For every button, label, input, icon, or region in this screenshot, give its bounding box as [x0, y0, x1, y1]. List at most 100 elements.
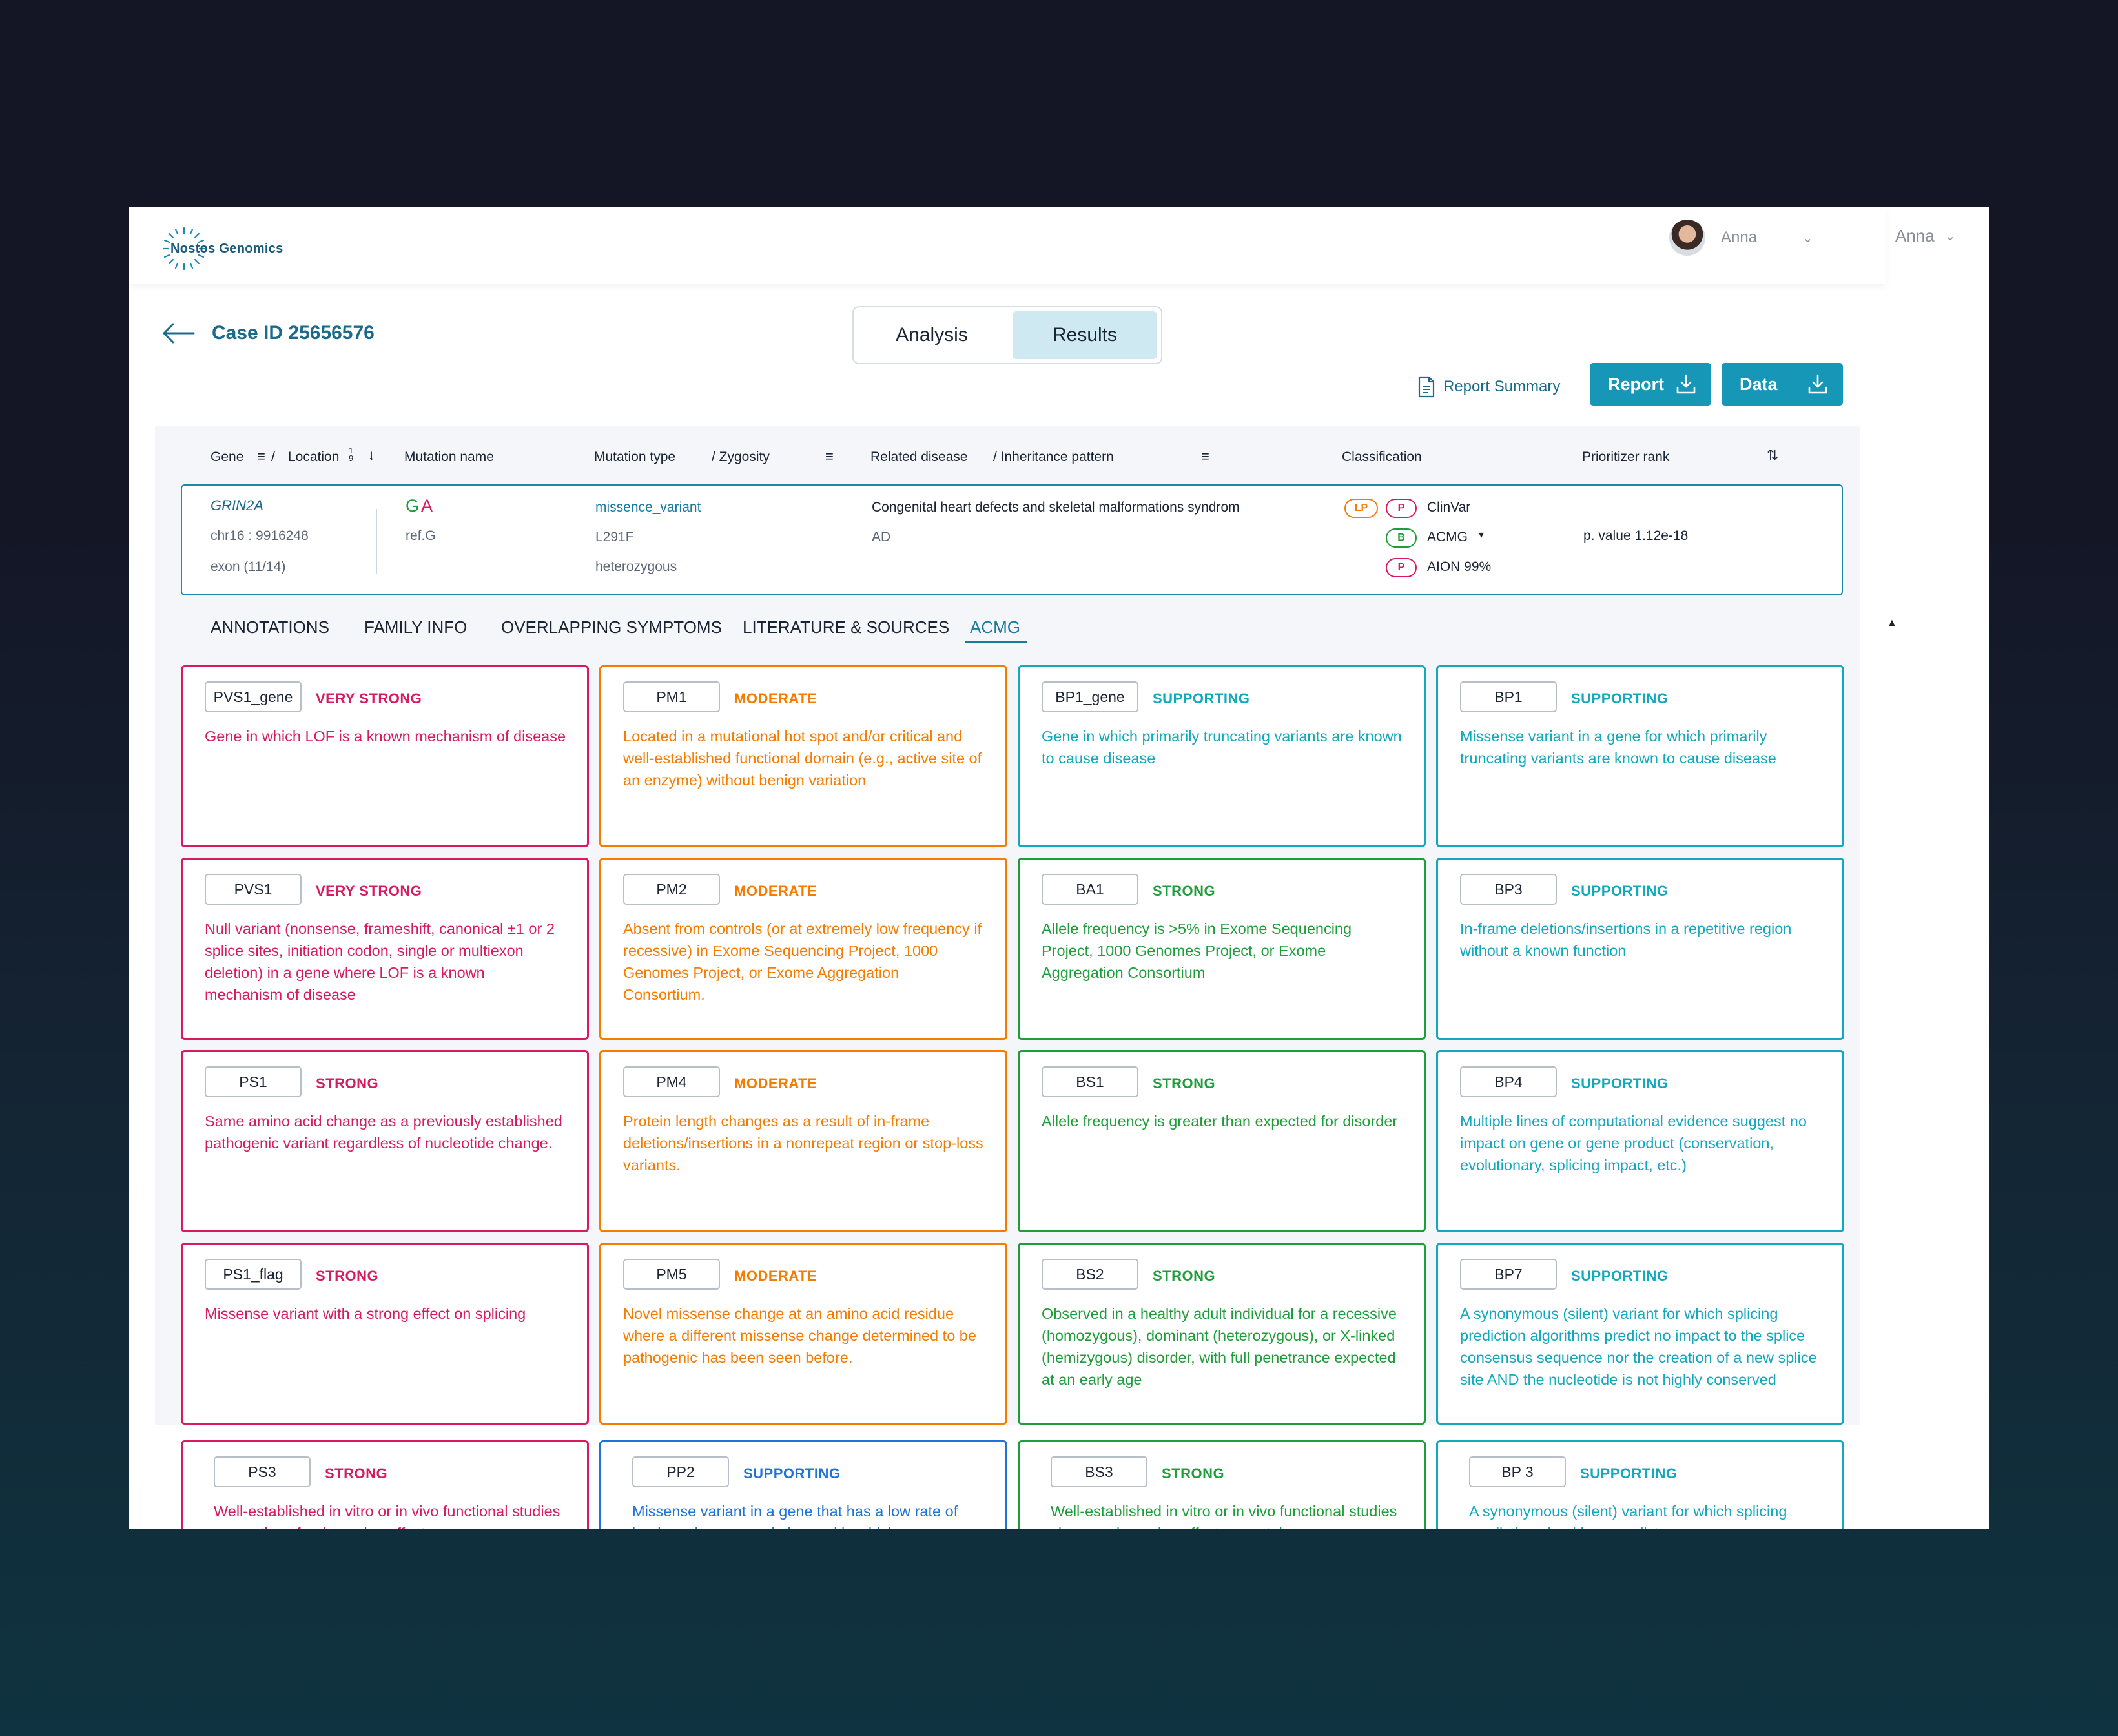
acmg-code-badge: BP 3 [1469, 1456, 1566, 1487]
acmg-card-ba1[interactable]: BA1 STRONG Allele frequency is >5% in Exom… [1018, 858, 1426, 1040]
tab-overlapping-symptoms[interactable]: OVERLAPPING SYMPTOMS [501, 617, 722, 637]
acmg-strength-label: VERY STRONG [316, 690, 422, 707]
header-location[interactable]: Location [288, 450, 340, 464]
acmg-strength-label: MODERATE [734, 1075, 817, 1091]
acmg-card-bp-3[interactable]: BP 3 SUPPORTING A synonymous (silent) vari… [1436, 1440, 1844, 1529]
acmg-strength-label: STRONG [316, 1075, 379, 1091]
header-inheritance[interactable]: / Inheritance pattern [993, 450, 1114, 464]
acmg-description: Missense variant in a gene for which pri… [1460, 728, 1776, 767]
acmg-code-badge: BP7 [1460, 1259, 1557, 1290]
tab-annotations[interactable]: ANNOTATIONS [211, 617, 329, 637]
acmg-description: Gene in which LOF is a known mechanism o… [205, 728, 566, 745]
acmg-card-bp1-gene[interactable]: BP1_gene SUPPORTING Gene in which primaril… [1018, 665, 1426, 847]
results-tab-button[interactable]: Results [1013, 311, 1157, 359]
zygosity: heterozygous [595, 559, 677, 574]
acmg-description: In-frame deletions/insertions in a repet… [1460, 920, 1792, 959]
acmg-card-pp2[interactable]: PP2 SUPPORTING Missense variant in a gene … [599, 1440, 1007, 1529]
acmg-card-ps1-flag[interactable]: PS1_flag STRONG Missense variant with a st… [181, 1243, 589, 1425]
acmg-card-pm5[interactable]: PM5 MODERATE Novel missense change at an a… [599, 1243, 1007, 1425]
acmg-card-pm4[interactable]: PM4 MODERATE Protein length changes as a r… [599, 1050, 1007, 1232]
tab-acmg[interactable]: ACMG [970, 617, 1020, 637]
header-gene[interactable]: Gene [211, 450, 244, 464]
acmg-code-badge: BS1 [1042, 1066, 1138, 1097]
data-download-button[interactable]: Data [1722, 363, 1843, 406]
acmg-code-badge: PVS1_gene [205, 681, 302, 712]
acmg-strength-label: MODERATE [734, 883, 817, 899]
user-menu[interactable]: Anna ⌄ [1669, 220, 1813, 256]
acmg-description: Well-established in vitro or in vivo fun… [214, 1503, 560, 1529]
acmg-description: A synonymous (silent) variant for which … [1460, 1305, 1817, 1388]
acmg-dropdown-icon[interactable]: ▾ [1479, 530, 1485, 541]
acmg-strength-label: SUPPORTING [1571, 1268, 1669, 1284]
acmg-code-badge: PM4 [623, 1066, 720, 1097]
ref-label: ref.G [406, 528, 436, 543]
header-zygosity[interactable]: / Zygosity [712, 450, 770, 464]
report-button-label: Report [1608, 374, 1664, 394]
acmg-card-ps1[interactable]: PS1 STRONG Same amino acid change as a pre… [181, 1050, 589, 1232]
brand-logo[interactable]: Nostos Genomics [161, 226, 283, 271]
classification-source: AION 99% [1427, 559, 1492, 574]
user-menu-secondary[interactable]: Anna ⌄ [1895, 226, 1956, 246]
tab-family-info[interactable]: FAMILY INFO [364, 617, 468, 637]
filter-icon[interactable]: ≡ [825, 448, 834, 464]
classification-source: ClinVar [1427, 500, 1471, 515]
report-summary-link[interactable]: Report Summary [1417, 376, 1560, 398]
variant-row[interactable]: GRIN2A chr16 : 9916248 exon (11/14) G A … [181, 484, 1843, 595]
acmg-card-pm1[interactable]: PM1 MODERATE Located in a mutational hot s… [599, 665, 1007, 847]
acmg-code-badge: PS1_flag [205, 1259, 302, 1290]
acmg-description: Allele frequency is greater than expecte… [1042, 1113, 1398, 1130]
variant-gene[interactable]: GRIN2A [211, 497, 263, 513]
acmg-card-pvs1[interactable]: PVS1 VERY STRONG Null variant (nonsense, f… [181, 858, 589, 1040]
acmg-description: Novel missense change at an amino acid r… [623, 1305, 976, 1366]
acmg-card-bs1[interactable]: BS1 STRONG Allele frequency is greater tha… [1018, 1050, 1426, 1232]
acmg-strength-label: SUPPORTING [1571, 690, 1669, 707]
document-icon [1418, 376, 1435, 398]
acmg-card-pvs1-gene[interactable]: PVS1_gene VERY STRONG Gene in which LOF is… [181, 665, 589, 847]
filter-icon[interactable]: ≡ [1201, 448, 1209, 464]
acmg-card-bp4[interactable]: BP4 SUPPORTING Multiple lines of computati… [1436, 1050, 1844, 1232]
acmg-card-bp7[interactable]: BP7 SUPPORTING A synonymous (silent) varia… [1436, 1243, 1844, 1425]
acmg-description: Missense variant in a gene that has a lo… [632, 1503, 958, 1529]
acmg-strength-label: STRONG [316, 1268, 379, 1284]
sort-down-icon[interactable]: ↓ [368, 447, 375, 463]
filter-icon[interactable]: ≡ [257, 448, 265, 464]
header-mutation-name[interactable]: Mutation name [404, 450, 494, 464]
user-name-secondary: Anna [1895, 226, 1935, 245]
brand-name: Nostos Genomics [170, 241, 283, 256]
sort-icon[interactable]: ⇅ [1767, 447, 1779, 463]
arrow-left-icon[interactable] [161, 322, 195, 345]
chevron-down-icon: ⌄ [1802, 231, 1813, 245]
acmg-code-badge: BP3 [1460, 874, 1557, 905]
mutation-type[interactable]: missence_variant [595, 500, 701, 515]
analysis-tab-button[interactable]: Analysis [896, 324, 968, 346]
report-download-button[interactable]: Report [1590, 363, 1711, 406]
acmg-card-bp3[interactable]: BP3 SUPPORTING In-frame deletions/insertio… [1436, 858, 1844, 1040]
acmg-description: Observed in a healthy adult individual f… [1042, 1305, 1397, 1388]
view-toggle: Analysis Results [852, 306, 1162, 364]
acmg-code-badge: PVS1 [205, 874, 302, 905]
collapse-caret-icon[interactable]: ▲ [1887, 617, 1897, 628]
acmg-code-badge: PM1 [623, 681, 720, 712]
acmg-strength-label: STRONG [1153, 1075, 1216, 1091]
variant-location: chr16 : 9916248 [211, 528, 309, 543]
header-prioritizer-rank[interactable]: Prioritizer rank [1582, 450, 1670, 464]
header-classification[interactable]: Classification [1342, 450, 1422, 464]
badge-p: P [1386, 558, 1417, 577]
acmg-card-bp1[interactable]: BP1 SUPPORTING Missense variant in a gene … [1436, 665, 1844, 847]
acmg-code-badge: PS1 [205, 1066, 302, 1097]
header-mutation-type[interactable]: Mutation type [594, 450, 676, 464]
acmg-card-bs2[interactable]: BS2 STRONG Observed in a healthy adult ind… [1018, 1243, 1426, 1425]
acmg-card-ps3[interactable]: PS3 STRONG Well-established in vitro or in… [181, 1440, 589, 1529]
badge-p: P [1386, 499, 1417, 518]
badge-b: B [1386, 528, 1417, 548]
protein-change: L291F [595, 530, 634, 544]
download-icon [1808, 374, 1827, 394]
header-related-disease[interactable]: Related disease [870, 450, 968, 464]
acmg-description: Allele frequency is >5% in Exome Sequenc… [1042, 920, 1352, 981]
acmg-code-badge: BA1 [1042, 874, 1138, 905]
tab-literature-sources[interactable]: LITERATURE & SOURCES [743, 617, 950, 637]
acmg-code-badge: PM2 [623, 874, 720, 905]
acmg-card-bs3[interactable]: BS3 STRONG Well-established in vitro or in… [1018, 1440, 1426, 1529]
badge-lp: LP [1344, 499, 1378, 518]
acmg-card-pm2[interactable]: PM2 MODERATE Absent from controls (or at e… [599, 858, 1007, 1040]
